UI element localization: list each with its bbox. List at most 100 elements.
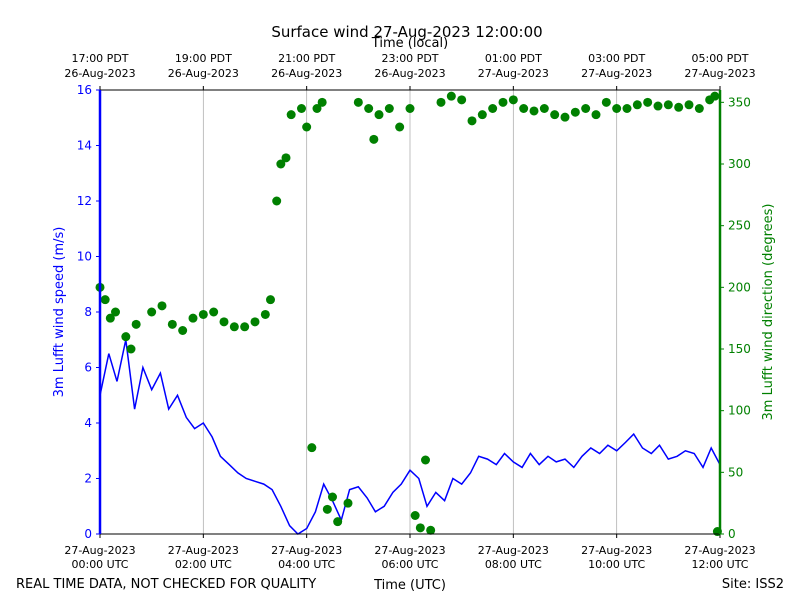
x-tick-label: 27-Aug-2023 <box>374 544 445 557</box>
direction-point <box>653 101 663 111</box>
direction-point <box>570 107 580 117</box>
y-tick-label: 6 <box>84 361 92 375</box>
direction-point <box>317 97 327 107</box>
direction-point <box>426 525 436 535</box>
direction-point <box>250 317 260 327</box>
direction-point <box>260 309 270 319</box>
direction-point <box>710 91 720 101</box>
x2-tick-label: 26-Aug-2023 <box>271 67 342 80</box>
x-tick-label: 27-Aug-2023 <box>478 544 549 557</box>
x2-tick-label: 01:00 PDT <box>485 52 542 65</box>
direction-point <box>240 322 250 332</box>
direction-point <box>674 102 684 112</box>
x-tick-label: 27-Aug-2023 <box>684 544 755 557</box>
x-tick-label: 08:00 UTC <box>485 558 542 571</box>
direction-point <box>643 97 653 107</box>
direction-point <box>684 100 694 110</box>
chart-title: Surface wind 27-Aug-2023 12:00:00 <box>271 23 542 41</box>
direction-point <box>694 104 704 113</box>
y-tick-label: 16 <box>77 83 92 97</box>
x-tick-label: 06:00 UTC <box>381 558 438 571</box>
y-tick-label: 2 <box>84 472 92 486</box>
direction-point <box>374 110 384 120</box>
x2-tick-label: 27-Aug-2023 <box>581 67 652 80</box>
direction-point <box>446 91 456 101</box>
y-tick-label: 14 <box>77 139 92 153</box>
direction-point <box>147 307 157 317</box>
direction-point <box>601 97 611 107</box>
direction-point <box>111 307 120 317</box>
direction-point <box>622 104 632 113</box>
direction-point <box>364 104 374 113</box>
site-label: Site: ISS2 <box>722 577 784 592</box>
x2-tick-label: 03:00 PDT <box>588 52 645 65</box>
direction-point <box>384 104 394 113</box>
y2-axis-label: 3m Lufft wind direction (degrees) <box>761 204 776 421</box>
x2-tick-label: 27-Aug-2023 <box>684 67 755 80</box>
x-tick-label: 02:00 UTC <box>175 558 232 571</box>
direction-point <box>188 313 198 323</box>
direction-point <box>632 100 642 110</box>
y2-tick-label: 200 <box>728 280 751 294</box>
x-tick-label: 27-Aug-2023 <box>271 544 342 557</box>
direction-point <box>312 104 322 113</box>
x2-tick-label: 05:00 PDT <box>691 52 748 65</box>
x2-tick-label: 23:00 PDT <box>381 52 438 65</box>
direction-point <box>477 110 487 120</box>
direction-point <box>529 106 539 116</box>
direction-point <box>307 443 317 453</box>
direction-point <box>560 112 570 122</box>
x-tick-label: 10:00 UTC <box>588 558 645 571</box>
x2-axis-label: Time (local) <box>371 36 448 51</box>
y-tick-label: 0 <box>84 527 92 541</box>
direction-point <box>353 97 363 107</box>
y-tick-label: 4 <box>84 416 92 430</box>
direction-point <box>272 196 282 206</box>
x2-tick-label: 21:00 PDT <box>278 52 335 65</box>
x2-tick-label: 27-Aug-2023 <box>478 67 549 80</box>
direction-point <box>410 511 420 520</box>
x-tick-label: 04:00 UTC <box>278 558 335 571</box>
direction-point <box>105 313 115 323</box>
x-tick-label: 27-Aug-2023 <box>581 544 652 557</box>
direction-point <box>415 523 425 533</box>
direction-point <box>229 322 239 332</box>
x-tick-label: 27-Aug-2023 <box>64 544 135 557</box>
direction-point <box>167 319 177 329</box>
y2-tick-label: 350 <box>728 95 751 109</box>
footer-note: REAL TIME DATA, NOT CHECKED FOR QUALITY <box>16 577 316 592</box>
y-tick-label: 10 <box>77 250 92 264</box>
y-axis-label: 3m Lufft wind speed (m/s) <box>52 227 67 398</box>
direction-point <box>421 455 430 465</box>
direction-point <box>395 122 405 132</box>
direction-point <box>157 301 167 311</box>
direction-point <box>550 110 560 120</box>
direction-point <box>405 104 415 113</box>
y2-tick-label: 100 <box>728 404 751 418</box>
direction-point <box>457 95 467 105</box>
direction-point <box>322 504 332 514</box>
direction-point <box>328 492 337 502</box>
direction-point <box>178 326 188 335</box>
x2-tick-label: 26-Aug-2023 <box>168 67 239 80</box>
direction-point <box>121 332 131 342</box>
y2-tick-label: 0 <box>728 527 736 541</box>
x-tick-label: 00:00 UTC <box>71 558 128 571</box>
y2-tick-label: 150 <box>728 342 751 356</box>
y2-tick-label: 250 <box>728 219 751 233</box>
direction-point <box>508 95 518 105</box>
direction-point <box>663 100 673 110</box>
direction-point <box>539 104 549 113</box>
direction-point <box>297 104 306 113</box>
direction-point <box>343 498 353 508</box>
x2-tick-label: 17:00 PDT <box>71 52 128 65</box>
y2-tick-label: 50 <box>728 465 743 479</box>
direction-point <box>333 517 343 527</box>
y2-tick-label: 300 <box>728 157 751 171</box>
direction-point <box>488 104 498 113</box>
direction-point <box>266 295 275 305</box>
x-tick-label: 27-Aug-2023 <box>168 544 239 557</box>
direction-point <box>369 134 379 144</box>
direction-point <box>581 104 591 113</box>
